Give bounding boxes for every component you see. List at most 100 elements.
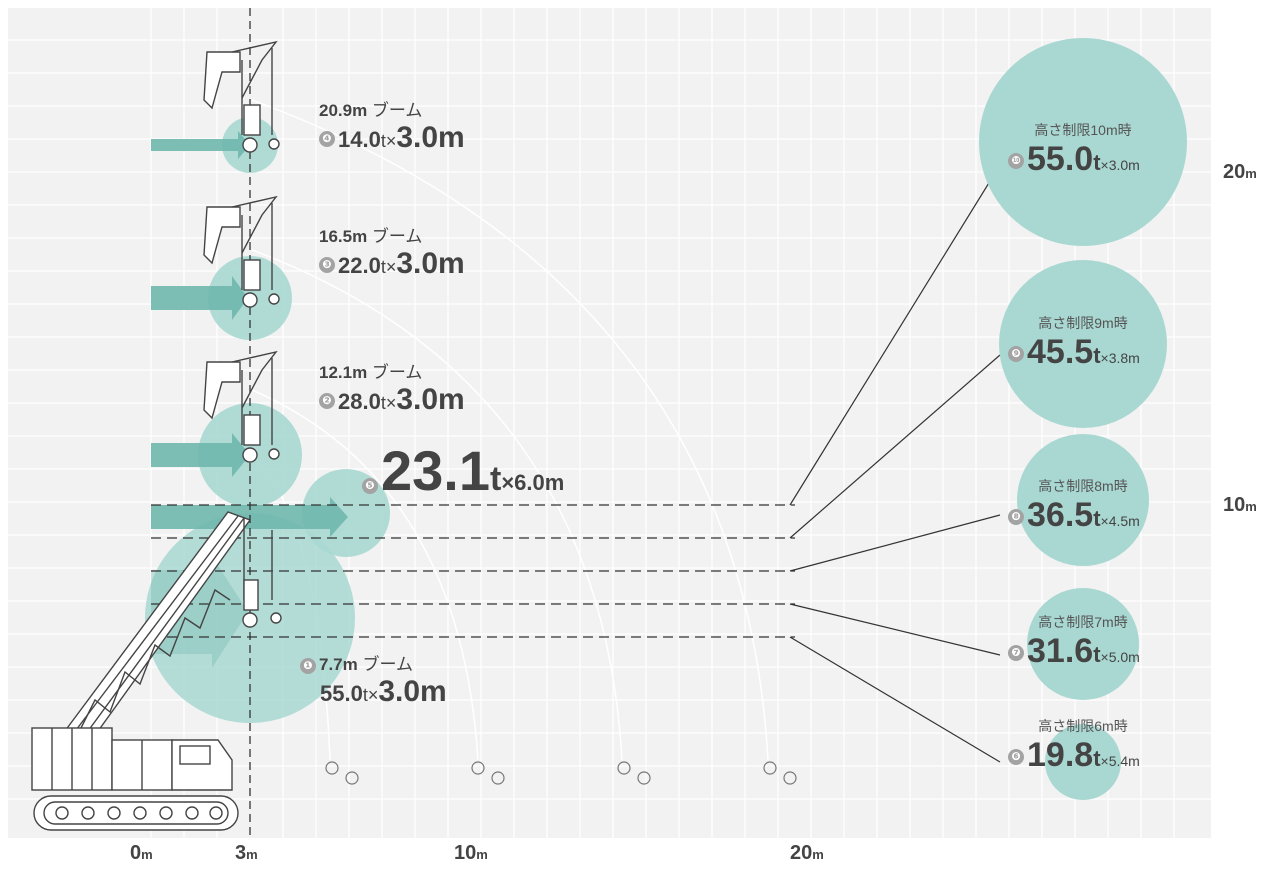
boom-12-1-label: 12.1m ブーム ❷ 28.0t×3.0m [319, 358, 465, 417]
number-badge: ❽ [1008, 509, 1024, 526]
boom-length: 12.1m ブーム [319, 358, 465, 383]
bubble-height-6m [1045, 724, 1121, 800]
axis-unit: m [812, 847, 824, 862]
axis-unit: m [1245, 499, 1257, 514]
boom-7-7-label: ❶ 7.7m ブーム 55.0t×3.0m [300, 650, 447, 709]
x-axis-label-10: 10m [454, 842, 488, 865]
capacity: ❸ 22.0t×3.0m [319, 247, 465, 281]
boom-length-value: 16.5m [319, 227, 368, 246]
load-value: 22.0 [338, 253, 381, 278]
axis-unit: m [476, 847, 488, 862]
load-unit: t× [380, 131, 397, 151]
axis-value: 20 [1223, 161, 1246, 183]
boom-suffix: ブーム [367, 101, 423, 120]
height-limit-title: 高さ制限7m時 [1038, 614, 1128, 630]
load-unit: t [1093, 150, 1101, 175]
load-value: 55.0 [320, 681, 363, 706]
height-guide-lines [151, 504, 795, 638]
boom-head-illustrations [203, 40, 280, 463]
height-limit-9m-label: 高さ制限9m時 ❾ 45.5t×3.8m [1008, 313, 1158, 372]
number-badge: ❶ [300, 657, 316, 674]
number-badge: ❻ [1008, 749, 1024, 766]
axis-value: 0 [130, 842, 142, 864]
load-unit: t× [380, 393, 397, 413]
crane-body [31, 727, 233, 791]
load-value: 23.1 [381, 439, 490, 502]
arrow-boom-20-9 [151, 131, 250, 159]
boom-head-20-9 [203, 40, 280, 153]
radius-value: 3.0m [396, 383, 465, 416]
height-limit-8m-label: 高さ制限8m時 ❽ 36.5t×4.5m [1008, 476, 1158, 535]
max-radius-label: ❺ 23.1t×6.0m [362, 438, 564, 503]
bubble-height-9m [999, 260, 1167, 428]
axis-unit: m [246, 847, 258, 862]
load-unit: t [490, 460, 502, 498]
height-limit-capacity: ❽ 36.5t×4.5m [1008, 496, 1158, 535]
y-axis-label-20: 20m [1223, 161, 1257, 184]
boom-length: 16.5m ブーム [319, 222, 465, 247]
height-limit-title: 高さ制限8m時 [1038, 478, 1128, 494]
bubble-height-10m [979, 38, 1187, 246]
radius-value: ×5.0m [1100, 649, 1140, 665]
axis-unit: m [1245, 166, 1257, 181]
boom-20-9-label: 20.9m ブーム ❹ 14.0t×3.0m [319, 96, 465, 155]
boom-length: 20.9m ブーム [319, 96, 465, 121]
axis-value: 20 [790, 842, 813, 864]
load-value: 36.5 [1027, 496, 1094, 534]
height-limit-title: 高さ制限6m時 [1038, 718, 1128, 734]
load-unit: t [1093, 506, 1101, 531]
height-limit-capacity: ❻ 19.8t×5.4m [1008, 736, 1158, 775]
axis-value: 3 [235, 842, 247, 864]
height-limit-6m-label: 高さ制限6m時 ❻ 19.8t×5.4m [1008, 716, 1158, 775]
radius-value: ×5.4m [1100, 753, 1140, 769]
load-value: 45.5 [1027, 333, 1094, 371]
radius-value: ×3.8m [1100, 350, 1140, 366]
connector-lines [789, 164, 1001, 763]
boom-head-16-5 [203, 195, 280, 308]
y-axis-label-10: 10m [1223, 494, 1257, 517]
load-value: 55.0 [1027, 140, 1094, 178]
bubble-height-7m [1027, 588, 1139, 700]
height-limit-capacity: ❼ 31.6t×5.0m [1008, 632, 1158, 671]
radius-value: ×3.0m [1100, 157, 1140, 173]
number-badge: ❾ [1008, 346, 1024, 363]
crawler-crane-illustration [31, 511, 282, 831]
height-limit-title: 高さ制限10m時 [1034, 122, 1132, 138]
load-value: 19.8 [1027, 736, 1094, 774]
axis-value: 10 [1223, 494, 1246, 516]
boom-suffix: ブーム [367, 227, 423, 246]
boom-length: ❶ 7.7m ブーム [300, 650, 447, 675]
height-limit-10m-label: 高さ制限10m時 ❿ 55.0t×3.0m [1008, 120, 1158, 179]
load-value: 31.6 [1027, 632, 1094, 670]
arrow-boom-12-1 [151, 433, 250, 477]
number-badge: ❷ [319, 393, 335, 410]
capacity: 55.0t×3.0m [320, 675, 447, 709]
radius-value: 3.0m [396, 121, 465, 154]
number-badge: ❸ [319, 257, 335, 274]
capacity: ❹ 14.0t×3.0m [319, 121, 465, 155]
axis-unit: m [141, 847, 153, 862]
boom-suffix: ブーム [357, 655, 413, 674]
arrow-boom-16-5 [151, 276, 248, 320]
number-badge: ❿ [1008, 153, 1024, 170]
height-limit-title: 高さ制限9m時 [1038, 315, 1128, 331]
bubble-height-8m [1017, 434, 1149, 566]
height-limit-7m-label: 高さ制限7m時 ❼ 31.6t×5.0m [1008, 612, 1158, 671]
radius-value: 3.0m [396, 247, 465, 280]
crane-crawler [33, 795, 239, 831]
load-unit: t [1093, 746, 1101, 771]
hook-rings [325, 761, 797, 785]
boom-length-value: 7.7m [319, 655, 358, 674]
height-limit-capacity: ❾ 45.5t×3.8m [1008, 333, 1158, 372]
height-limit-bubbles [979, 38, 1187, 800]
load-unit: t [1093, 343, 1101, 368]
number-badge: ❼ [1008, 645, 1024, 662]
radius-value: 3.0m [378, 675, 447, 708]
load-value: 28.0 [338, 389, 381, 414]
load-unit: t [1093, 642, 1101, 667]
boom-length-value: 12.1m [319, 363, 368, 382]
radius-value: ×4.5m [1100, 513, 1140, 529]
axis-value: 10 [454, 842, 477, 864]
